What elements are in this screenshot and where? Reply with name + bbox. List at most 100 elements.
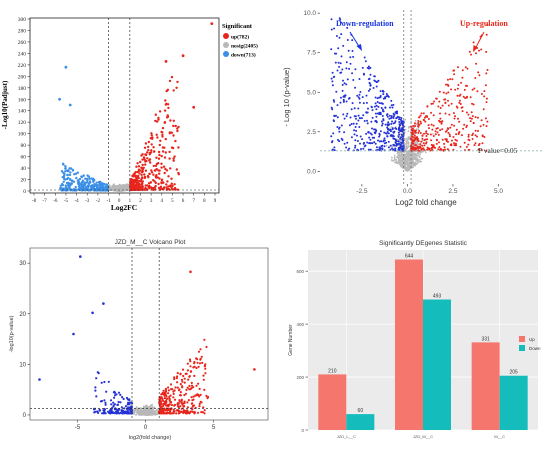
nosig-point [415,123,418,126]
plot-frame [29,17,220,194]
down-point [371,127,373,130]
up-point [173,155,176,158]
down-point [366,119,368,122]
up-point [176,375,179,378]
up-point [160,182,163,185]
y-tick-label: 2.5 [307,129,316,136]
y-tick-label: 20 [21,178,27,184]
down-point [116,409,119,412]
up-point [193,412,196,415]
down-point [367,65,370,68]
down-point [393,113,396,116]
down-point [107,410,110,413]
up-point [191,408,194,411]
up-point [411,130,414,133]
up-point [434,133,437,136]
down-point [366,111,369,114]
down-point [340,55,343,58]
down-point [370,105,373,108]
up-point [153,150,156,153]
notable-point [91,311,94,315]
up-point [440,122,443,124]
down-point [389,106,391,109]
up-point [420,140,423,143]
nosig-point [401,153,404,156]
up-point [164,394,167,397]
legend-swatch-up [519,336,525,342]
up-point [196,411,200,414]
down-point [345,115,348,118]
down-point [380,102,383,105]
up-point [186,401,189,404]
down-point [69,171,72,174]
up-point [135,177,138,181]
up-point [416,139,419,142]
up-point [199,393,202,396]
points-layer [58,22,214,192]
up-point [203,338,206,341]
down-point [384,106,387,109]
up-point [411,135,413,138]
up-point [465,111,468,114]
up-point [138,172,141,175]
nosig-point [407,136,410,139]
up-point [130,178,133,181]
up-point [138,183,141,187]
up-point [449,135,451,138]
up-point [418,116,421,119]
up-point [198,405,201,408]
down-point [72,180,76,183]
up-point [184,372,187,375]
up-point [419,146,422,149]
down-point [367,131,370,134]
down-point [78,177,82,181]
up-point [192,398,195,401]
down-point [398,118,401,121]
up-point [203,409,206,412]
down-point [375,81,378,84]
up-point [186,369,189,372]
down-point [401,121,404,124]
up-point [447,99,449,102]
up-point [154,169,157,172]
up-point [455,139,458,142]
down-point [100,381,103,384]
up-point [176,381,179,384]
down-point [96,410,99,413]
up-point [132,185,136,188]
up-point [189,365,192,368]
down-point [400,117,403,120]
up-point [466,67,469,70]
up-point [164,99,167,102]
up-point [193,365,196,368]
up-point [450,102,453,105]
nosig-point [419,153,422,155]
nosig-point [419,159,421,161]
up-point [160,130,163,134]
up-point [171,388,174,391]
down-point [64,170,67,173]
down-point [121,396,124,399]
up-point [146,174,150,178]
up-point [182,374,185,378]
down-point [340,21,342,24]
up-point [474,77,477,79]
nosig-point [404,165,406,167]
down-point [349,116,352,119]
up-point [188,375,191,378]
down-point [342,79,344,82]
up-point [186,386,189,389]
down-point [352,122,355,125]
up-point [446,148,449,151]
up-point [459,145,462,148]
up-point [450,123,453,126]
down-point [375,115,378,118]
nosig-point [404,139,406,141]
up-point [148,184,151,188]
down-point [92,180,95,183]
up-point [473,87,476,90]
up-point [137,165,141,168]
up-point [197,393,200,397]
down-point [84,186,88,189]
up-point [145,151,149,154]
